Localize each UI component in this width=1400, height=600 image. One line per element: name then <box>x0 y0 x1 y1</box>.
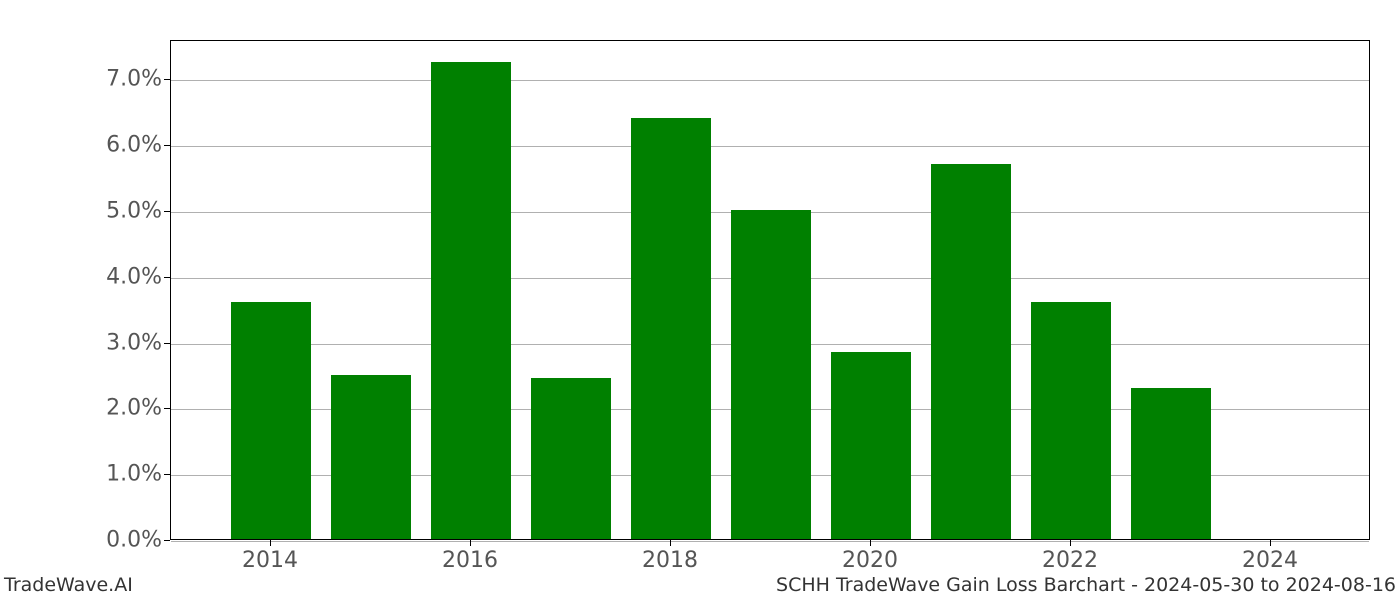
ytick-label: 7.0% <box>62 67 162 92</box>
xtick-mark <box>870 540 871 546</box>
ytick-label: 4.0% <box>62 264 162 289</box>
ytick-label: 2.0% <box>62 396 162 421</box>
xtick-mark <box>470 540 471 546</box>
ytick-mark <box>164 343 170 344</box>
ytick-mark <box>164 277 170 278</box>
ytick-mark <box>164 145 170 146</box>
xtick-label: 2022 <box>1042 548 1098 573</box>
plot-area <box>170 40 1370 540</box>
ytick-label: 3.0% <box>62 330 162 355</box>
ytick-mark <box>164 211 170 212</box>
ytick-label: 6.0% <box>62 133 162 158</box>
bar <box>1031 302 1111 539</box>
xtick-label: 2014 <box>242 548 298 573</box>
ytick-mark <box>164 408 170 409</box>
bar <box>331 375 411 539</box>
gridline <box>171 80 1369 81</box>
footer-right-text: SCHH TradeWave Gain Loss Barchart - 2024… <box>776 574 1396 596</box>
ytick-label: 5.0% <box>62 199 162 224</box>
ytick-label: 0.0% <box>62 528 162 553</box>
xtick-mark <box>270 540 271 546</box>
ytick-mark <box>164 474 170 475</box>
xtick-label: 2020 <box>842 548 898 573</box>
footer-left-text: TradeWave.AI <box>4 574 133 596</box>
bar <box>731 210 811 539</box>
xtick-label: 2016 <box>442 548 498 573</box>
bar <box>431 62 511 539</box>
xtick-label: 2024 <box>1242 548 1298 573</box>
ytick-mark <box>164 540 170 541</box>
xtick-mark <box>1070 540 1071 546</box>
bar <box>231 302 311 539</box>
bar <box>531 378 611 539</box>
bar <box>631 118 711 539</box>
bar <box>931 164 1011 539</box>
bar <box>1131 388 1211 539</box>
bar <box>831 352 911 540</box>
ytick-mark <box>164 79 170 80</box>
xtick-mark <box>1270 540 1271 546</box>
chart-container: 0.0% 1.0% 2.0% 3.0% 4.0% 5.0% 6.0% 7.0% 2014 201… <box>0 0 1400 600</box>
gridline <box>171 541 1369 542</box>
xtick-label: 2018 <box>642 548 698 573</box>
xtick-mark <box>670 540 671 546</box>
ytick-label: 1.0% <box>62 462 162 487</box>
gridline <box>171 146 1369 147</box>
